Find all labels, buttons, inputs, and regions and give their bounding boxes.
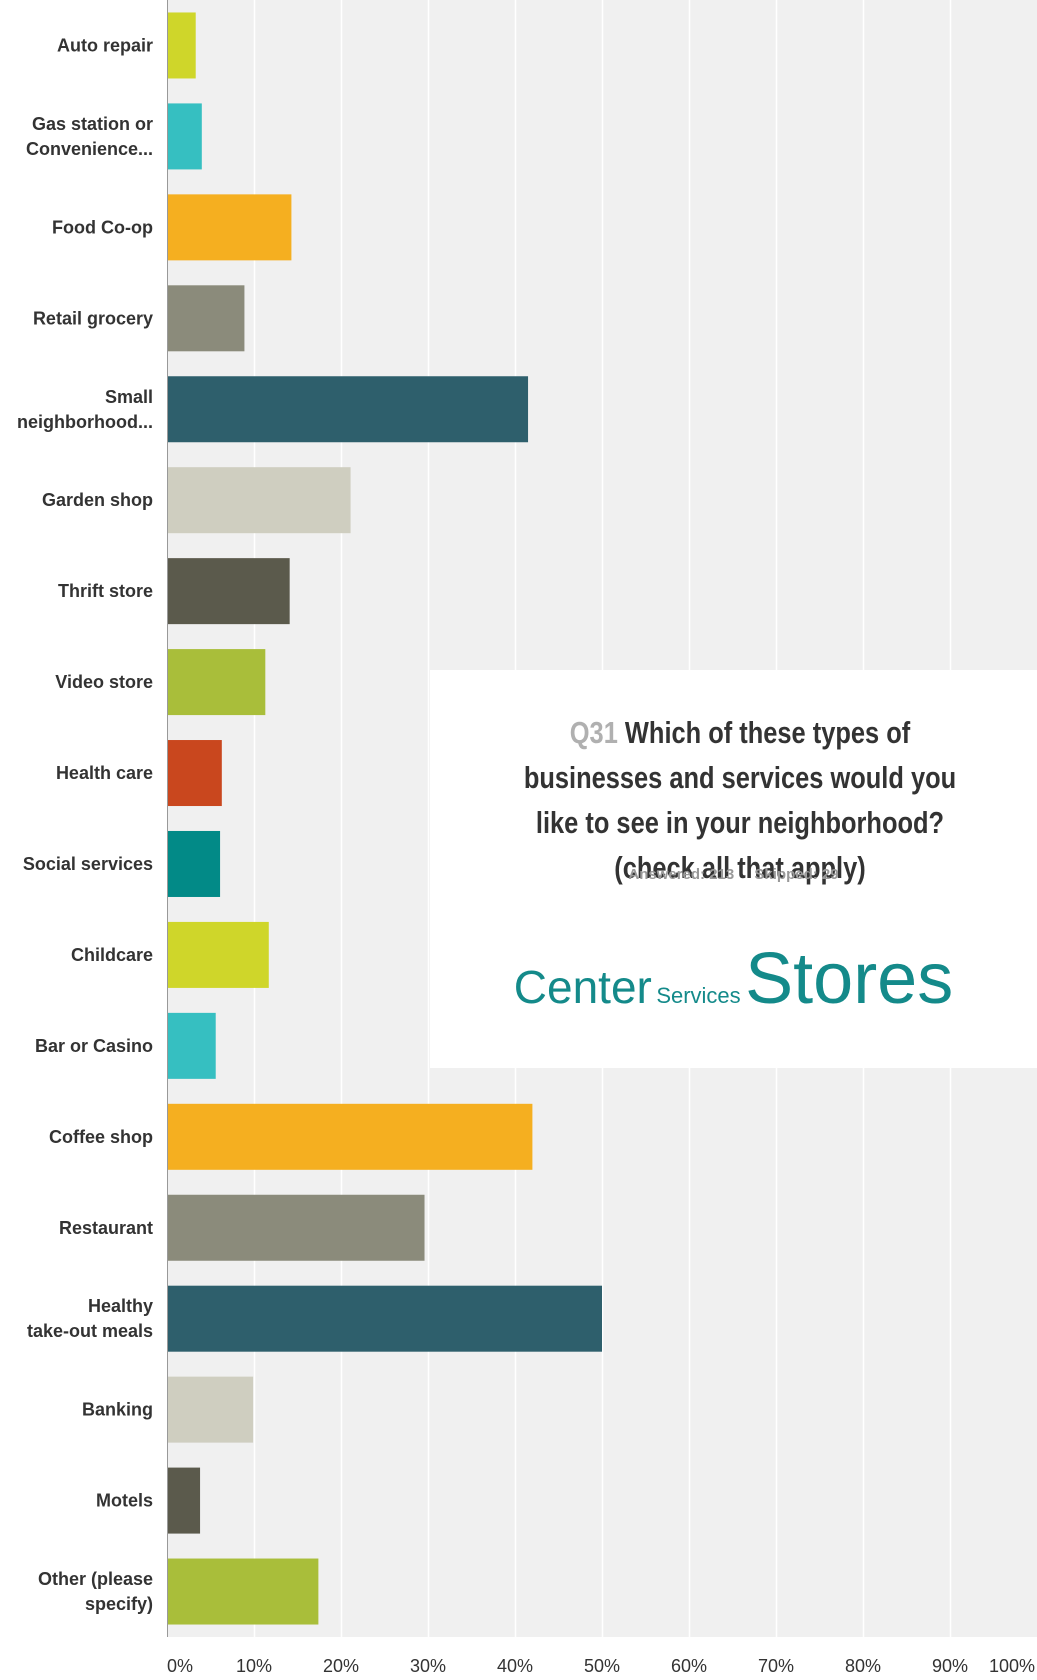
category-label: Gas station or [32, 114, 153, 134]
category-label: Healthy [88, 1296, 153, 1316]
bar [168, 1012, 216, 1079]
category-label: Childcare [71, 945, 153, 965]
category-label: Banking [82, 1400, 153, 1420]
brand-word-center: Center [513, 961, 652, 1013]
x-tick-label: 60% [671, 1656, 707, 1676]
category-label: neighborhood... [17, 412, 153, 432]
category-label: Convenience... [26, 139, 153, 159]
category-label: Video store [55, 672, 153, 692]
category-label: Health care [56, 763, 153, 783]
category-label: Auto repair [57, 35, 153, 55]
category-label: Restaurant [59, 1218, 153, 1238]
skipped-count: Skipped: 29 [754, 866, 839, 883]
category-label: Bar or Casino [35, 1036, 153, 1056]
question-number: Q31 [569, 715, 618, 750]
x-tick-label: 0% [167, 1656, 193, 1676]
bar [168, 285, 245, 352]
brand-word-stores: Stores [745, 939, 954, 1019]
bar [168, 12, 196, 79]
bar [168, 467, 351, 534]
category-label: Thrift store [58, 581, 153, 601]
category-label: Coffee shop [49, 1127, 153, 1147]
category-label: Motels [96, 1491, 153, 1511]
x-tick-label: 90% [932, 1656, 968, 1676]
bar [168, 194, 292, 261]
brand-word-services: Services [656, 983, 741, 1008]
bar [168, 103, 202, 170]
category-label: Food Co-op [52, 217, 153, 237]
bar [168, 740, 222, 807]
bar [168, 1194, 425, 1261]
category-label: Social services [23, 854, 153, 874]
bar [168, 830, 221, 897]
category-label: take-out meals [27, 1321, 153, 1341]
category-label: Retail grocery [33, 308, 153, 328]
x-tick-label: 70% [758, 1656, 794, 1676]
bar [168, 1285, 602, 1352]
x-tick-label: 30% [410, 1656, 446, 1676]
x-tick-label: 10% [236, 1656, 272, 1676]
bar [168, 558, 290, 625]
bar [168, 1376, 254, 1443]
x-tick-label: 100% [989, 1656, 1035, 1676]
x-tick-label: 40% [497, 1656, 533, 1676]
bar [168, 649, 266, 716]
bar [168, 1558, 319, 1625]
bars [168, 12, 602, 1625]
response-stats: Answered: 213 Skipped: 29 [430, 866, 1037, 883]
question-text: Which of these types of businesses and s… [523, 715, 957, 885]
answered-count: Answered: 213 [628, 866, 735, 883]
category-label: specify) [85, 1594, 153, 1614]
category-label: Garden shop [42, 490, 153, 510]
bar [168, 376, 529, 443]
x-tick-label: 50% [584, 1656, 620, 1676]
question-panel: Q31 Which of these types of businesses a… [430, 670, 1037, 1068]
brand-logo: Center Services Stores [430, 938, 1037, 1020]
x-tick-label: 80% [845, 1656, 881, 1676]
bar [168, 921, 269, 988]
category-label: Other (please [38, 1569, 153, 1589]
bar [168, 1103, 533, 1170]
chart-title: Q31 Which of these types of businesses a… [519, 710, 962, 890]
x-axis-tick-labels: 0% 10% 20% 30% 40% 50% 60% 70% 80% 90% 100% [167, 1656, 1035, 1676]
x-tick-label: 20% [323, 1656, 359, 1676]
category-labels: Auto repair Gas station or Convenience... F… [17, 35, 153, 1614]
category-label: Small [105, 387, 153, 407]
bar [168, 1467, 201, 1534]
